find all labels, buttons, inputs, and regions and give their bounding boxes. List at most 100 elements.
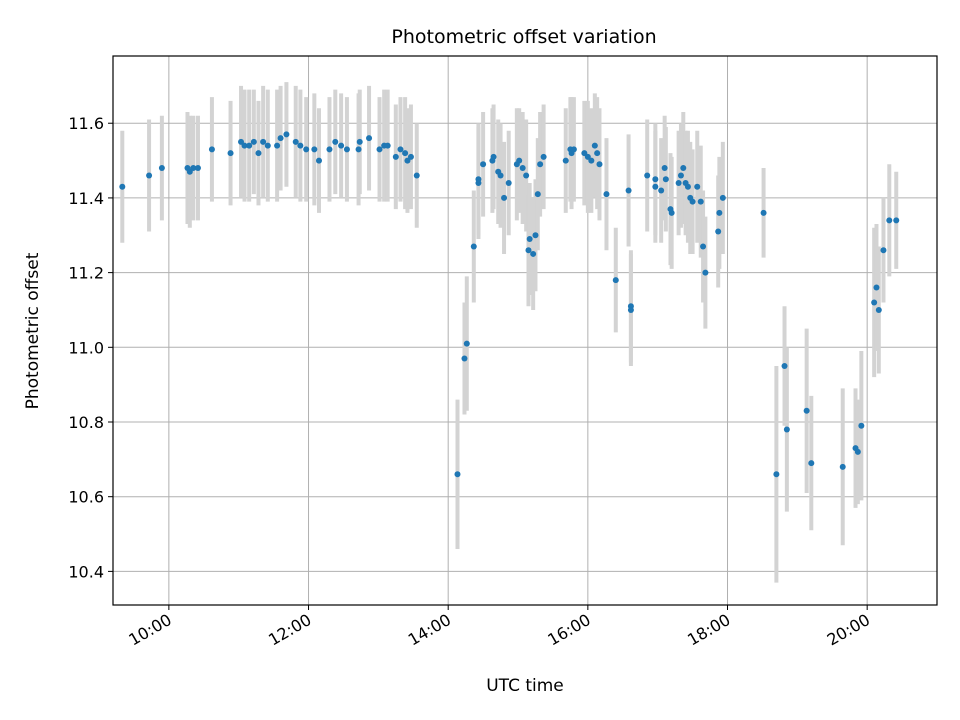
data-point xyxy=(783,426,790,433)
data-point xyxy=(627,306,634,313)
data-point xyxy=(264,142,271,149)
data-point xyxy=(875,306,882,313)
data-point xyxy=(475,176,482,183)
data-point xyxy=(332,138,339,145)
data-point xyxy=(540,153,547,160)
data-point xyxy=(684,183,691,190)
data-point xyxy=(760,209,767,216)
y-tick-label: 11.6 xyxy=(68,114,104,133)
data-point xyxy=(402,150,409,157)
data-point xyxy=(316,157,322,164)
data-point xyxy=(260,138,267,145)
data-point xyxy=(463,340,470,347)
y-axis-label: Photometric offset xyxy=(23,252,43,409)
data-point xyxy=(612,277,619,284)
data-point xyxy=(716,209,723,216)
data-point xyxy=(530,250,537,257)
data-point xyxy=(246,142,253,149)
data-point xyxy=(562,157,569,164)
data-point xyxy=(808,460,815,467)
x-tick-label: 20:00 xyxy=(824,610,873,650)
data-point xyxy=(343,146,350,153)
data-point xyxy=(519,165,526,172)
data-point xyxy=(255,150,262,157)
data-point xyxy=(702,269,709,276)
data-point xyxy=(694,183,701,190)
data-point xyxy=(652,183,659,190)
y-tick-label: 11.4 xyxy=(68,189,104,208)
y-tick-label: 11.2 xyxy=(68,264,104,283)
y-tick-label: 10.4 xyxy=(68,562,104,581)
data-point xyxy=(603,191,610,198)
data-point xyxy=(523,172,530,179)
data-point xyxy=(644,172,651,179)
error-bars xyxy=(120,82,899,583)
data-point xyxy=(594,150,601,157)
data-point xyxy=(277,135,284,142)
data-point xyxy=(194,165,201,172)
data-point xyxy=(283,131,290,138)
data-point xyxy=(119,183,126,190)
data-point xyxy=(534,191,541,198)
data-point xyxy=(781,362,788,369)
data-point xyxy=(668,209,675,216)
data-point xyxy=(250,138,257,145)
data-point xyxy=(490,153,497,160)
data-point xyxy=(893,217,900,224)
data-point xyxy=(697,198,704,205)
data-point xyxy=(241,142,248,149)
plot-frame xyxy=(112,55,938,606)
x-axis-label: UTC time xyxy=(486,676,564,696)
data-point xyxy=(397,146,404,153)
x-tick-label: 18:00 xyxy=(684,610,733,650)
data-point xyxy=(677,172,684,179)
data-point xyxy=(355,146,362,153)
data-point xyxy=(311,146,318,153)
data-point xyxy=(413,172,420,179)
data-point xyxy=(570,146,577,153)
data-point xyxy=(689,198,696,205)
data-points xyxy=(119,131,900,478)
data-point xyxy=(146,172,153,179)
data-point xyxy=(208,146,215,153)
data-point xyxy=(886,217,893,224)
data-point xyxy=(625,187,632,194)
data-point xyxy=(661,165,668,172)
x-tick-label: 14:00 xyxy=(405,610,454,650)
y-tick-label: 10.8 xyxy=(68,413,104,432)
data-point xyxy=(588,157,595,164)
data-point xyxy=(376,146,383,153)
data-point xyxy=(470,243,477,250)
x-tick-label: 12:00 xyxy=(265,610,314,650)
data-point xyxy=(461,355,468,362)
data-point xyxy=(480,161,487,168)
data-point xyxy=(356,138,363,145)
data-point xyxy=(297,142,304,149)
data-point xyxy=(719,194,726,201)
data-point xyxy=(871,299,878,306)
data-point xyxy=(454,471,461,478)
data-point xyxy=(873,284,880,291)
data-point xyxy=(505,179,512,186)
data-point xyxy=(537,161,544,168)
data-point xyxy=(274,142,281,149)
data-point xyxy=(839,463,846,470)
x-tick-label: 10:00 xyxy=(125,610,174,650)
data-point xyxy=(338,142,345,149)
data-point xyxy=(675,179,682,186)
data-point xyxy=(292,138,299,145)
data-point xyxy=(700,243,707,250)
data-point xyxy=(516,157,523,164)
data-point xyxy=(652,176,659,183)
y-tick-label: 11.0 xyxy=(68,338,104,357)
data-point xyxy=(715,228,722,235)
data-point xyxy=(532,232,539,239)
data-point xyxy=(497,172,504,179)
data-point xyxy=(854,448,861,455)
data-point xyxy=(501,194,508,201)
data-point xyxy=(658,187,665,194)
data-point xyxy=(366,135,373,142)
data-point xyxy=(227,150,234,157)
x-tick-label: 16:00 xyxy=(544,610,593,650)
